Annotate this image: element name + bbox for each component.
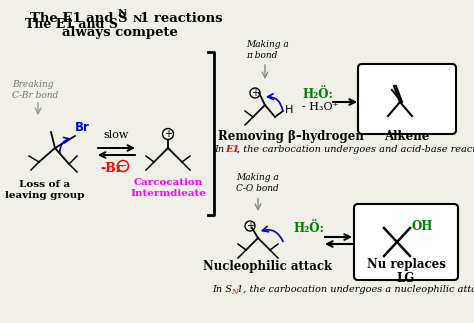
Text: The E1 and S: The E1 and S: [30, 12, 128, 25]
Text: N: N: [133, 15, 143, 24]
Text: 1, the carbocation undergoes a nucleophilic attack.: 1, the carbocation undergoes a nucleophi…: [237, 285, 474, 294]
Text: H₂Ö:: H₂Ö:: [302, 88, 333, 101]
Text: +: +: [164, 129, 172, 139]
Text: H: H: [285, 105, 293, 115]
Text: +: +: [251, 88, 259, 98]
Text: C-O bond: C-O bond: [236, 184, 279, 193]
Text: always compete: always compete: [62, 26, 178, 39]
Text: LG: LG: [397, 272, 415, 285]
FancyBboxPatch shape: [354, 204, 458, 280]
Text: Loss of a
leaving group: Loss of a leaving group: [5, 180, 85, 200]
Text: slow: slow: [103, 130, 128, 140]
Text: E1: E1: [225, 145, 239, 154]
Text: In S: In S: [212, 285, 232, 294]
Text: Br: Br: [75, 121, 90, 134]
Text: The E1 and S: The E1 and S: [25, 18, 118, 31]
Text: +: +: [246, 221, 254, 231]
Text: Making a: Making a: [236, 173, 279, 182]
Text: Breaking: Breaking: [12, 80, 54, 89]
Text: N: N: [118, 9, 127, 18]
Text: -Br: -Br: [100, 162, 122, 175]
Text: Nucleophilic attack: Nucleophilic attack: [203, 260, 333, 273]
Text: C-Br bond: C-Br bond: [12, 91, 58, 100]
Text: Removing β–hydrogen: Removing β–hydrogen: [218, 130, 364, 143]
Text: Making a: Making a: [246, 40, 289, 49]
Text: Carcocation
Intermdieate: Carcocation Intermdieate: [130, 178, 206, 198]
Text: Nu replaces: Nu replaces: [366, 258, 446, 271]
Text: Alkene: Alkene: [384, 130, 430, 143]
Text: N: N: [231, 288, 237, 296]
Text: π bond: π bond: [246, 51, 277, 60]
Text: H₂Ö:: H₂Ö:: [293, 222, 324, 235]
Text: −: −: [118, 161, 128, 171]
FancyBboxPatch shape: [358, 64, 456, 134]
Text: OH: OH: [412, 220, 433, 233]
Text: - H₃O⁺: - H₃O⁺: [302, 102, 338, 112]
Text: In: In: [214, 145, 227, 154]
Text: , the carbocation undergoes and acid-base reaction.: , the carbocation undergoes and acid-bas…: [237, 145, 474, 154]
Text: 1 reactions: 1 reactions: [140, 12, 223, 25]
